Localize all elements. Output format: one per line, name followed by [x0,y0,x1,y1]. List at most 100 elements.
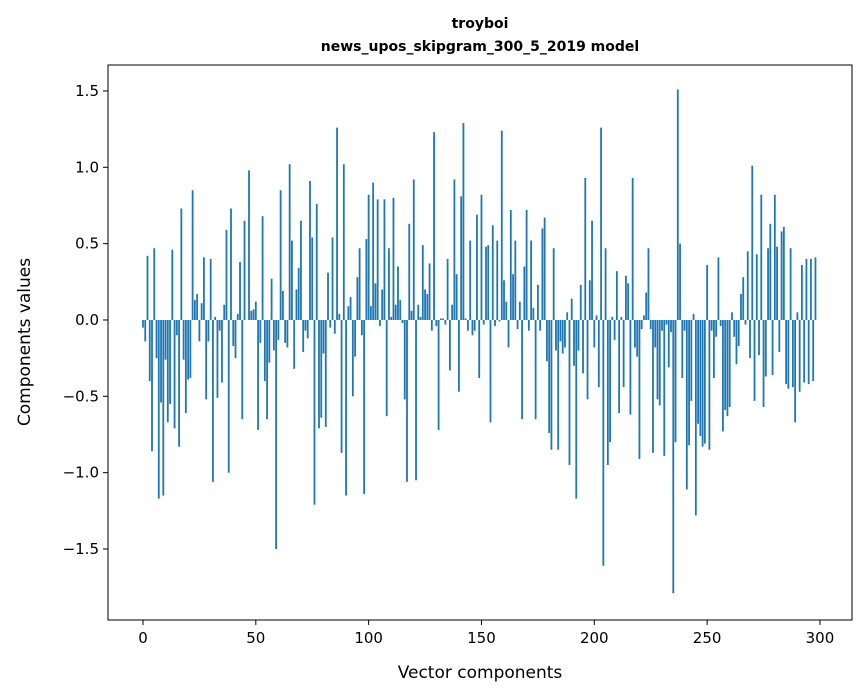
bar-34 [219,320,221,331]
bar-37 [226,230,228,320]
bar-129 [433,132,435,320]
bar-36 [223,305,225,320]
bar-1 [144,320,146,341]
bar-291 [799,320,801,392]
bar-277 [767,248,769,320]
bar-202 [598,320,600,387]
bar-91 [347,306,349,320]
bar-134 [444,320,446,325]
bar-88 [341,320,343,453]
bar-237 [677,89,679,320]
bar-191 [573,320,575,366]
y-tick-label: 1.0 [75,158,99,176]
bar-135 [447,259,449,320]
bar-0 [142,320,144,328]
bar-295 [808,320,810,384]
bar-142 [463,123,465,320]
bar-293 [803,320,805,383]
bar-68 [296,289,298,320]
bar-224 [648,248,650,320]
bar-272 [756,254,758,320]
bar-263 [736,320,738,364]
bar-205 [605,248,607,320]
bar-42 [237,314,239,320]
bar-294 [806,259,808,320]
bar-264 [738,320,740,346]
bar-195 [582,320,584,373]
bar-7 [158,320,160,499]
bar-65 [289,164,291,320]
bar-217 [632,178,634,320]
bar-163 [510,210,512,320]
bar-44 [241,320,243,419]
bar-87 [338,314,340,320]
bar-104 [377,199,379,320]
x-tick-label: 100 [354,629,383,647]
bar-18 [183,320,185,360]
bar-192 [575,320,577,499]
bar-262 [733,320,735,337]
bar-116 [404,320,406,399]
bar-106 [381,289,383,320]
bar-256 [720,320,722,326]
bar-4 [151,320,153,451]
chart-title-line1: troyboi [452,16,509,32]
bar-184 [557,320,559,450]
x-tick-label: 0 [138,629,148,647]
bar-151 [483,320,485,325]
bar-54 [264,320,266,381]
bar-213 [623,320,625,387]
bar-77 [316,204,318,320]
bar-203 [600,128,602,320]
bar-137 [451,305,453,320]
y-tick-label: 0.5 [75,235,99,253]
bar-190 [571,299,573,320]
bar-60 [277,320,279,340]
bar-206 [607,320,609,465]
bar-118 [408,224,410,320]
bar-226 [652,320,654,453]
bar-124 [422,245,424,320]
bar-23 [194,300,196,320]
bar-33 [217,320,219,398]
bar-201 [596,315,598,320]
bar-143 [465,318,467,320]
bar-154 [490,320,492,422]
bar-26 [201,303,203,320]
bar-176 [539,320,541,331]
bar-167 [519,302,521,320]
x-tick-label: 200 [580,629,609,647]
bar-13 [171,250,173,320]
bar-83 [329,320,331,328]
bar-244 [693,314,695,320]
bar-86 [336,128,338,320]
bar-82 [327,273,329,320]
bar-182 [553,248,555,320]
bar-79 [320,320,322,418]
bar-84 [332,238,334,320]
bar-235 [672,320,674,593]
bar-260 [729,320,731,407]
x-tick-label: 300 [806,629,835,647]
bar-208 [611,317,613,320]
bar-93 [352,320,354,396]
bar-16 [178,320,180,447]
bar-258 [724,320,726,410]
bar-200 [593,320,595,347]
bar-111 [393,198,395,320]
bar-180 [548,320,550,433]
bar-101 [370,306,372,320]
bar-236 [675,320,677,442]
bar-51 [257,320,259,430]
bar-48 [250,311,252,320]
bar-286 [787,320,789,389]
bar-107 [384,199,386,320]
bar-90 [345,320,347,496]
chart-title-line2: news_upos_skipgram_300_5_2019 model [321,39,639,55]
bar-219 [636,320,638,357]
bar-21 [189,320,191,378]
bar-58 [273,320,275,351]
bar-122 [417,305,419,320]
